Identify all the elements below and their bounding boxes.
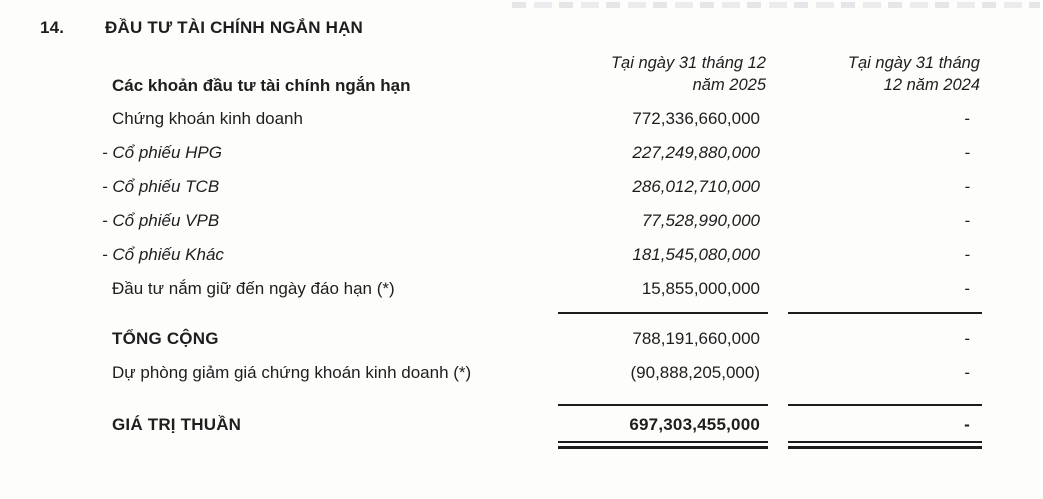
table-row-hpg-shares: - Cổ phiếu HPG 227,249,880,000 - [100, 136, 982, 170]
value-2024: - [964, 329, 970, 348]
value-2025: 286,012,710,000 [632, 177, 760, 196]
table-row-other-shares: - Cổ phiếu Khác 181,545,080,000 - [100, 238, 982, 272]
row-label: - Cổ phiếu TCB [102, 177, 220, 196]
row-label: TỔNG CỘNG [112, 329, 219, 348]
value-2025: 697,303,455,000 [629, 415, 760, 434]
cutoff-text-artifact [512, 2, 1040, 8]
value-2025: 181,545,080,000 [632, 245, 760, 264]
value-2025: 772,336,660,000 [632, 109, 760, 128]
table-row-trading-securities: Chứng khoán kinh doanh 772,336,660,000 - [100, 102, 982, 136]
table-row-provision: Dự phòng giảm giá chứng khoán kinh doanh… [100, 356, 982, 390]
subtotal-rule [100, 312, 982, 314]
value-2024: - [964, 109, 970, 128]
row-label: - Cổ phiếu VPB [102, 211, 220, 230]
row-label: GIÁ TRỊ THUẦN [112, 415, 242, 434]
col-header-2024-line2: 12 năm 2024 [883, 75, 980, 94]
value-2024: - [964, 143, 970, 162]
table-row-held-to-maturity: Đầu tư nắm giữ đến ngày đáo hạn (*) 15,8… [100, 272, 982, 306]
table-row-total: TỔNG CỘNG 788,191,660,000 - [100, 322, 982, 356]
value-2024: - [964, 363, 970, 382]
value-2025: 15,855,000,000 [641, 279, 760, 298]
row-label: Chứng khoán kinh doanh [112, 109, 303, 128]
value-2025: 77,528,990,000 [641, 211, 760, 230]
table-row-net-value: GIÁ TRỊ THUẦN 697,303,455,000 - [100, 410, 982, 440]
net-value-double-rule [100, 440, 982, 449]
table-header-row: Các khoản đầu tư tài chính ngắn hạn Tại … [100, 50, 982, 98]
row-label: - Cổ phiếu Khác [102, 245, 224, 264]
value-2024: - [964, 415, 970, 434]
short-term-investments-table: Các khoản đầu tư tài chính ngắn hạn Tại … [100, 50, 982, 449]
table-row-vpb-shares: - Cổ phiếu VPB 77,528,990,000 - [100, 204, 982, 238]
value-2025: 227,249,880,000 [632, 143, 760, 162]
col-header-2025-line2: năm 2025 [692, 75, 766, 94]
value-2025: (90,888,205,000) [630, 363, 761, 382]
col-header-2025-line1: Tại ngày 31 tháng 12 [610, 54, 766, 73]
row-label: Đầu tư nắm giữ đến ngày đáo hạn (*) [112, 279, 395, 298]
table-header-label: Các khoản đầu tư tài chính ngắn hạn [112, 76, 411, 95]
table-row-tcb-shares: - Cổ phiếu TCB 286,012,710,000 - [100, 170, 982, 204]
value-2024: - [964, 211, 970, 230]
value-2024: - [964, 279, 970, 298]
col-header-2024-line1: Tại ngày 31 tháng [847, 54, 980, 73]
value-2024: - [964, 245, 970, 264]
section-title: ĐẦU TƯ TÀI CHÍNH NGẮN HẠN [105, 18, 364, 37]
value-2025: 788,191,660,000 [632, 329, 760, 348]
section-number: 14. [40, 18, 65, 37]
col-header-2024: Tại ngày 31 tháng 12 năm 2024 [788, 53, 982, 98]
section-heading: 14. ĐẦU TƯ TÀI CHÍNH NGẮN HẠN [40, 18, 363, 38]
row-label: Dự phòng giảm giá chứng khoán kinh doanh… [112, 363, 472, 382]
row-label: - Cổ phiếu HPG [102, 143, 222, 162]
col-header-2025: Tại ngày 31 tháng 12 năm 2025 [558, 53, 768, 98]
net-value-top-rule [100, 404, 982, 406]
value-2024: - [964, 177, 970, 196]
